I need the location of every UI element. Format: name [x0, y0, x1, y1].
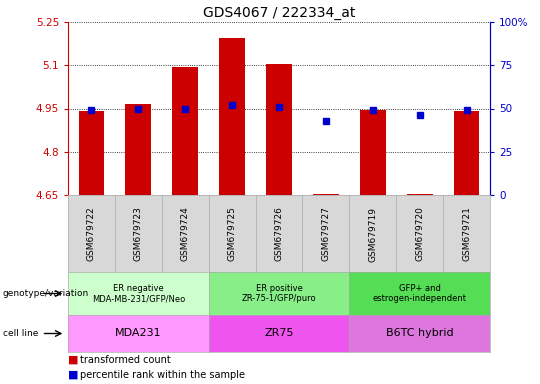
Title: GDS4067 / 222334_at: GDS4067 / 222334_at	[203, 6, 355, 20]
Text: genotype/variation: genotype/variation	[3, 289, 89, 298]
Text: GSM679722: GSM679722	[87, 207, 96, 261]
Bar	[125, 104, 151, 195]
Text: ■: ■	[68, 355, 78, 365]
Text: ER negative
MDA-MB-231/GFP/Neo: ER negative MDA-MB-231/GFP/Neo	[92, 284, 185, 303]
Bar	[360, 110, 386, 195]
Text: MDA231: MDA231	[115, 328, 161, 339]
Text: GSM679720: GSM679720	[415, 207, 424, 262]
Text: ZR75: ZR75	[264, 328, 294, 339]
Text: cell line: cell line	[3, 329, 38, 338]
Text: GSM679721: GSM679721	[462, 207, 471, 262]
Bar	[266, 64, 292, 195]
Text: GSM679727: GSM679727	[321, 207, 330, 262]
Text: percentile rank within the sample: percentile rank within the sample	[80, 370, 245, 380]
Text: GSM679724: GSM679724	[181, 207, 190, 261]
Text: GFP+ and
estrogen-independent: GFP+ and estrogen-independent	[373, 284, 467, 303]
Bar	[313, 194, 339, 195]
Bar	[219, 38, 245, 195]
Text: GSM679725: GSM679725	[228, 207, 237, 262]
Text: GSM679719: GSM679719	[368, 207, 377, 262]
Bar	[172, 67, 198, 195]
Text: GSM679723: GSM679723	[134, 207, 143, 262]
Bar	[407, 194, 433, 195]
Bar	[78, 111, 104, 195]
Text: GSM679726: GSM679726	[274, 207, 284, 262]
Text: transformed count: transformed count	[80, 355, 171, 365]
Text: B6TC hybrid: B6TC hybrid	[386, 328, 454, 339]
Bar	[454, 111, 480, 195]
Text: ■: ■	[68, 370, 78, 380]
Text: ER positive
ZR-75-1/GFP/puro: ER positive ZR-75-1/GFP/puro	[242, 284, 316, 303]
